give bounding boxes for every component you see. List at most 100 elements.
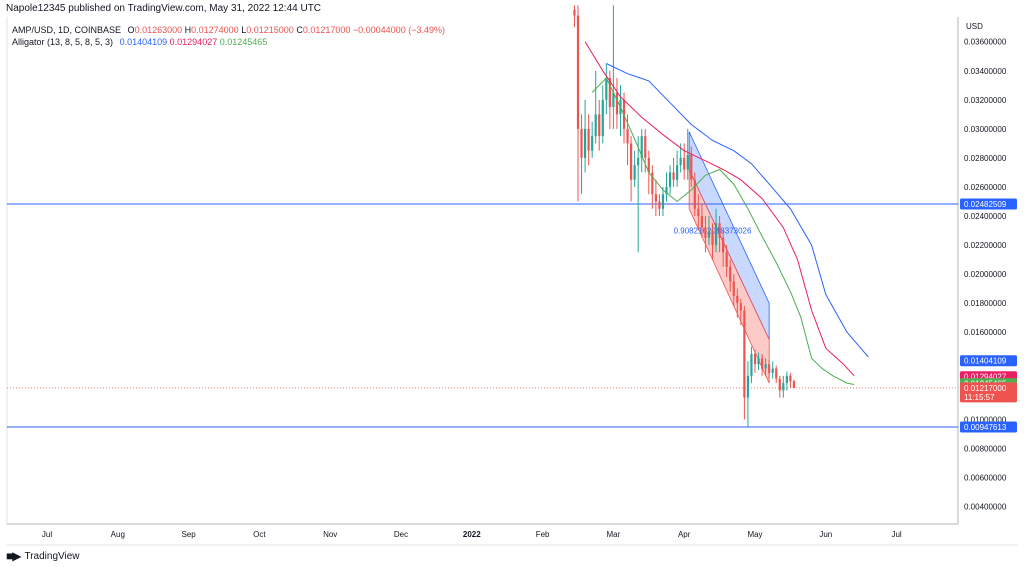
candle-body	[594, 114, 597, 137]
candle-body	[654, 194, 657, 202]
y-tick-label: 0.00400000	[964, 503, 1007, 512]
candle-body	[697, 208, 700, 217]
brand-label: TradingView	[24, 550, 80, 562]
candle-body	[601, 99, 604, 137]
candle-body	[640, 136, 643, 158]
candle-body	[707, 230, 711, 238]
alligator-teeth-line	[584, 41, 855, 377]
x-tick-label: Nov	[323, 530, 337, 539]
candle-body	[736, 295, 739, 304]
candle-body	[768, 364, 771, 373]
candle-body	[711, 230, 714, 246]
candle-body	[732, 281, 735, 296]
price-tag-label: 0.01294027	[964, 373, 1007, 382]
jaw-value: 0.01404109	[119, 37, 168, 47]
candle-body	[668, 172, 672, 187]
candle-body	[757, 358, 760, 365]
x-tick-label: Dec	[394, 530, 408, 539]
y-tick-label: 0.03200000	[964, 96, 1007, 105]
candle-body	[722, 237, 725, 253]
x-tick-label: Mar	[607, 530, 621, 539]
close-value: 0.01217000	[302, 25, 351, 35]
price-tag	[960, 382, 1017, 403]
high-value: 0.01274000	[191, 25, 239, 35]
candle-body	[576, 15, 580, 129]
candle-body	[693, 179, 696, 209]
candle-body	[598, 114, 601, 137]
close-label: C	[296, 25, 303, 35]
y-tick-label: 0.01800000	[964, 299, 1007, 308]
candle-body	[676, 165, 679, 180]
y-tick-label: 0.02400000	[964, 212, 1007, 221]
price-tag	[960, 198, 1017, 210]
ohlc-row: AMP/USD, 1D, COINBASE O0.01263000 H0.012…	[12, 24, 445, 36]
candle-body	[725, 252, 728, 267]
x-tick-label: Sep	[181, 530, 196, 539]
high-label: H	[184, 25, 192, 35]
y-tick-label: 0.03600000	[964, 38, 1007, 47]
candle-body	[764, 364, 767, 369]
x-tick-label: Jul	[42, 530, 52, 539]
x-tick-label: Apr	[678, 530, 691, 539]
candle-body	[785, 375, 788, 384]
y-tick-label: 0.02200000	[964, 241, 1007, 250]
y-tick-label: 0.02600000	[964, 183, 1007, 192]
x-tick-label: Jun	[819, 530, 832, 539]
candle-body	[679, 157, 682, 166]
y-tick-label: 0.01000000	[964, 415, 1007, 424]
candle-body	[633, 165, 636, 180]
price-tag-label: 0.02482509	[964, 200, 1007, 209]
price-tag-label: 0.01217000	[964, 384, 1007, 393]
countdown-label: 11:15:57	[964, 393, 995, 402]
open-label: O	[127, 25, 135, 35]
candle-body	[661, 194, 665, 209]
indicator-label[interactable]: Alligator (13, 8, 5, 8, 5, 3)	[12, 37, 114, 47]
candle-body	[612, 92, 615, 108]
y-tick-label: 0.00800000	[964, 444, 1007, 453]
candle-body	[743, 310, 746, 398]
candle-body	[580, 128, 583, 158]
x-tick-label: Oct	[253, 530, 266, 539]
currency-label: USD	[966, 22, 983, 31]
candle-body	[651, 172, 654, 195]
candle-body	[718, 223, 721, 238]
y-tick-label: 0.01600000	[964, 328, 1007, 337]
candle-body	[789, 375, 792, 382]
candle-body	[775, 368, 778, 379]
candle-body	[683, 157, 686, 170]
candle-body	[746, 375, 750, 398]
candle-body	[647, 157, 650, 173]
y-tick-label: 0.02000000	[964, 270, 1007, 279]
candle-body	[591, 136, 594, 151]
indicator-row: Alligator (13, 8, 5, 8, 5, 3) 0.01404109…	[12, 36, 445, 48]
change-value: −0.00044000 (−3.49%)	[352, 25, 445, 35]
x-tick-label: Feb	[536, 530, 550, 539]
x-tick-label: May	[747, 530, 762, 539]
alligator-lips-line	[591, 77, 855, 385]
candle-body	[658, 201, 661, 209]
y-tick-label: 0.00600000	[964, 474, 1007, 483]
candle-body	[714, 223, 718, 246]
candle-body	[665, 186, 668, 195]
price-tag	[960, 421, 1017, 433]
candle-body	[782, 383, 785, 391]
candle-body	[750, 354, 753, 376]
candle-body	[573, 9, 576, 16]
y-tick-label: 0.02800000	[964, 154, 1007, 163]
footer-brand: ■▶ TradingView	[6, 549, 80, 563]
candle-body	[587, 128, 590, 151]
candle-body	[753, 354, 757, 365]
candle-body	[615, 92, 619, 115]
candle-body	[704, 227, 707, 238]
y-tick-label: 0.03000000	[964, 125, 1007, 134]
candle-body	[608, 78, 611, 108]
candle-body	[700, 216, 703, 228]
lips-value: 0.01245465	[219, 37, 268, 47]
candle-body	[583, 128, 587, 158]
candle-body	[686, 155, 689, 170]
symbol-label[interactable]: AMP/USD, 1D, COINBASE	[12, 25, 122, 35]
candle-body	[644, 136, 647, 158]
chart-legend: AMP/USD, 1D, COINBASE O0.01263000 H0.012…	[12, 24, 445, 48]
price-tag-label: 0.01404109	[964, 357, 1007, 366]
